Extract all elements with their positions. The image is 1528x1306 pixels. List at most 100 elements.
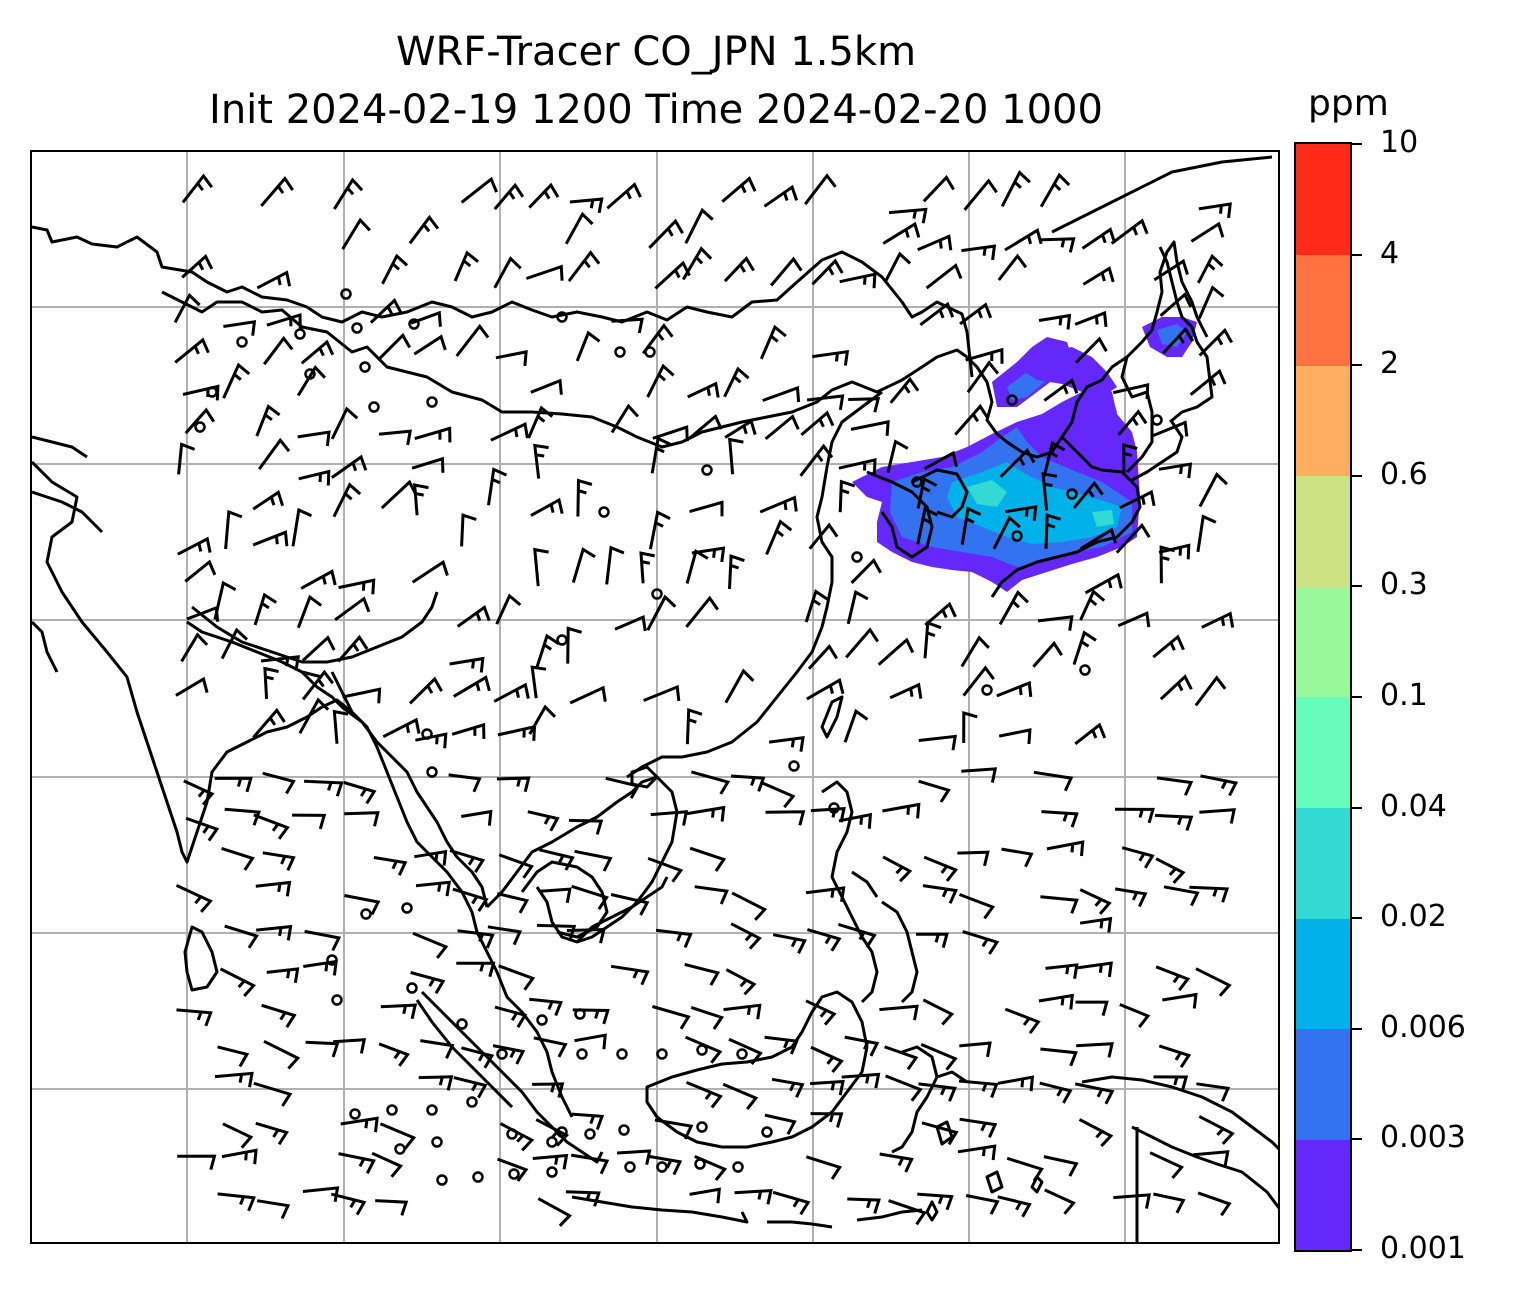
wind-barb-50	[223, 320, 257, 336]
wind-barb-calm-18	[556, 634, 568, 646]
wind-barb-309	[304, 929, 342, 952]
wind-barb-52	[369, 297, 403, 324]
wind-barb-99	[610, 403, 640, 434]
wind-barb-389	[1074, 1082, 1115, 1105]
wind-barb-34	[493, 256, 522, 289]
wind-barb-238	[214, 776, 253, 793]
wind-barb-252	[1200, 774, 1239, 797]
wind-barb-188	[1201, 611, 1235, 629]
wind-barb-133	[759, 495, 798, 514]
wind-barb-367	[844, 1035, 880, 1057]
coastline-segment-17	[300, 670, 489, 908]
wind-barb-255	[253, 813, 290, 840]
wind-barb-363	[684, 1035, 723, 1064]
wind-barb-calm-45	[618, 1124, 630, 1136]
wind-barb-123	[1122, 442, 1138, 475]
wind-barb-16	[1198, 202, 1232, 219]
wind-barb-390	[1153, 1075, 1189, 1091]
wind-barb-136	[1005, 505, 1038, 521]
wind-barb-151	[960, 506, 982, 545]
wind-barb-392	[222, 1122, 254, 1149]
wind-barb-calm-38	[736, 1048, 748, 1060]
wind-barb-83	[762, 385, 801, 403]
wind-barb-87	[966, 360, 1000, 394]
wind-barb-399	[654, 1118, 694, 1140]
wind-barb-59	[1159, 292, 1193, 317]
wind-barb-32	[381, 253, 409, 285]
wind-barb-292	[452, 887, 489, 913]
wind-barb-234	[962, 711, 978, 744]
wind-barb-243	[496, 776, 531, 793]
wind-barb-93	[297, 430, 331, 447]
coastline-segment-12	[32, 460, 323, 864]
wind-barb-158	[184, 559, 217, 583]
wind-barb-406	[177, 1154, 217, 1170]
wind-barb-148	[765, 519, 793, 555]
wind-barb-232	[843, 708, 869, 743]
wind-barb-149	[808, 522, 839, 550]
wind-barb-214	[643, 684, 681, 702]
wind-barb-261	[650, 810, 689, 826]
wind-barb-398	[571, 1112, 605, 1131]
wind-barb-407	[221, 1148, 258, 1165]
wind-barb-169	[1084, 572, 1123, 595]
wind-barb-calm-1	[236, 336, 248, 348]
wind-barb-226	[415, 732, 448, 749]
wind-barb-81	[687, 381, 720, 399]
colorbar-segment-5	[1296, 586, 1350, 698]
wind-barb-14	[1000, 170, 1031, 207]
wind-barb-calm-51	[656, 1161, 668, 1173]
wind-barb-110	[257, 437, 291, 470]
wind-barb-265	[838, 812, 873, 829]
wind-barb-401	[810, 1112, 844, 1128]
wind-barb-calm-4	[408, 318, 420, 330]
wind-barb-138	[1072, 480, 1104, 509]
wind-barb-220	[1159, 674, 1193, 701]
wind-barb-166	[685, 548, 709, 584]
wind-barb-208	[342, 687, 382, 704]
map-panel[interactable]	[30, 150, 1280, 1244]
wind-barb-282	[923, 855, 958, 882]
wind-barb-356	[332, 1038, 367, 1054]
wind-barb-308	[256, 924, 293, 941]
wind-barb-387	[997, 1075, 1035, 1092]
wind-barb-416	[805, 1155, 843, 1180]
wind-barb-44	[925, 263, 963, 290]
wind-barb-calm-22	[426, 766, 438, 778]
wind-barb-163	[571, 547, 596, 584]
coastline-segment-21	[520, 860, 609, 939]
wind-barb-calm-44	[584, 1128, 596, 1140]
colorbar-tick-label: 0.1	[1380, 678, 1428, 713]
wind-barb-180	[685, 595, 720, 628]
wind-barb-calm-25	[360, 908, 372, 920]
wind-barb-194	[449, 656, 485, 673]
wind-barb-295	[571, 884, 609, 911]
wind-barb-221	[1194, 675, 1227, 707]
wind-barb-65	[413, 334, 447, 356]
wind-barb-438	[1044, 1188, 1076, 1215]
wind-barb-380	[722, 1082, 759, 1111]
wind-barb-225	[382, 717, 421, 739]
wind-barb-410	[496, 1157, 529, 1182]
wind-barb-27	[1081, 227, 1117, 250]
wind-barb-98	[527, 405, 554, 439]
wind-barb-319	[837, 922, 877, 949]
wind-barb-36	[567, 250, 601, 283]
colorbar-segment-2	[1296, 918, 1350, 1030]
coastline-segment-0	[32, 225, 974, 378]
colorbar-tick-mark	[1352, 1138, 1362, 1141]
coastline-segment-10	[866, 470, 934, 559]
coastline-segment-7	[1051, 155, 1273, 234]
wind-barb-433	[847, 1197, 881, 1214]
wind-barb-64	[376, 332, 412, 362]
coastline-segment-9	[820, 695, 844, 739]
wind-barb-68	[575, 330, 601, 362]
coastline-segment-3	[990, 435, 1142, 598]
wind-barb-352	[1162, 992, 1198, 1009]
wind-barb-91	[184, 407, 216, 435]
wind-barb-240	[304, 779, 344, 797]
wind-barb-342	[651, 1005, 691, 1030]
wind-barb-236	[1074, 722, 1107, 745]
wind-barb-135	[916, 476, 938, 509]
wind-barb-437	[997, 1195, 1032, 1218]
